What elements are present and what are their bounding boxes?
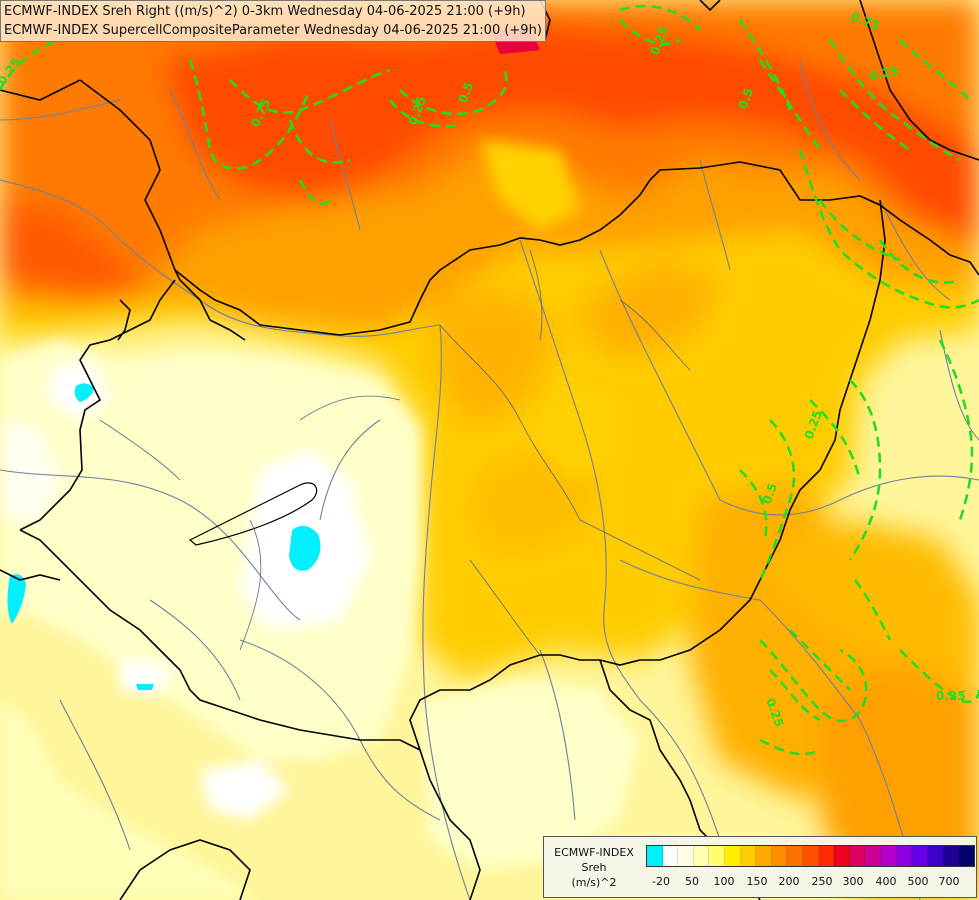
map-title-box: ECMWF-INDEX Sreh Right ((m/s)^2) 0-3km W…: [0, 0, 546, 42]
contour-label: 0.5: [760, 481, 780, 506]
legend-swatch: [818, 846, 835, 866]
legend-swatch: [756, 846, 772, 866]
legend-swatch: [912, 846, 928, 866]
legend-swatch: [647, 846, 663, 866]
legend-tick-label: 150: [746, 875, 768, 888]
legend-tick-label: 300: [842, 875, 864, 888]
negative-sreh-area: [74, 383, 94, 402]
legend-swatch: [927, 846, 944, 866]
legend-unit: (m/s)^2: [571, 876, 617, 889]
region-borders: [99, 249, 701, 656]
legend-tick-label: 250: [811, 875, 833, 888]
legend-swatch: [865, 846, 881, 866]
legend-variable: Sreh: [581, 861, 607, 874]
legend-swatch: [880, 846, 897, 866]
color-legend: ECMWF-INDEX Sreh (m/s)^2 -20 50 100 150 200 2…: [543, 836, 977, 898]
legend-swatch: [958, 846, 975, 866]
legend-tick-label: -20: [652, 875, 670, 888]
legend-tick-label: 400: [875, 875, 897, 888]
title-line-scp: ECMWF-INDEX SupercellCompositeParameter …: [4, 23, 542, 38]
legend-tick-label: 50: [685, 875, 699, 888]
contour-label: 0.5: [736, 86, 756, 111]
lake-outline: [188, 482, 318, 546]
negative-sreh-area: [289, 525, 321, 571]
legend-tick-label: 200: [778, 875, 800, 888]
legend-swatch: [693, 846, 710, 866]
contour-label: 0.25: [936, 689, 966, 703]
legend-swatch: [787, 846, 803, 866]
legend-swatch: [662, 846, 679, 866]
legend-swatch: [678, 846, 694, 866]
negative-sreh-area: [136, 684, 154, 690]
title-line-sreh: ECMWF-INDEX Sreh Right ((m/s)^2) 0-3km W…: [4, 4, 526, 19]
negative-sreh-area: [7, 574, 26, 624]
legend-swatch: [709, 846, 725, 866]
legend-tick-label: 700: [938, 875, 960, 888]
legend-swatch: [740, 846, 757, 866]
contour-label: 0.5: [456, 80, 476, 105]
legend-swatch: [849, 846, 866, 866]
legend-swatch: [724, 846, 741, 866]
legend-swatch: [943, 846, 959, 866]
legend-tick-label: 500: [907, 875, 929, 888]
legend-tick-label: 100: [713, 875, 735, 888]
legend-colorbar: [646, 845, 976, 867]
legend-caption: ECMWF-INDEX Sreh (m/s)^2: [546, 845, 642, 890]
legend-swatch: [834, 846, 850, 866]
legend-swatch: [896, 846, 913, 866]
legend-swatch: [771, 846, 788, 866]
legend-swatch: [802, 846, 819, 866]
scp-contours: [0, 4, 979, 756]
contour-label: 0.25: [868, 64, 900, 83]
legend-model: ECMWF-INDEX: [554, 846, 634, 859]
